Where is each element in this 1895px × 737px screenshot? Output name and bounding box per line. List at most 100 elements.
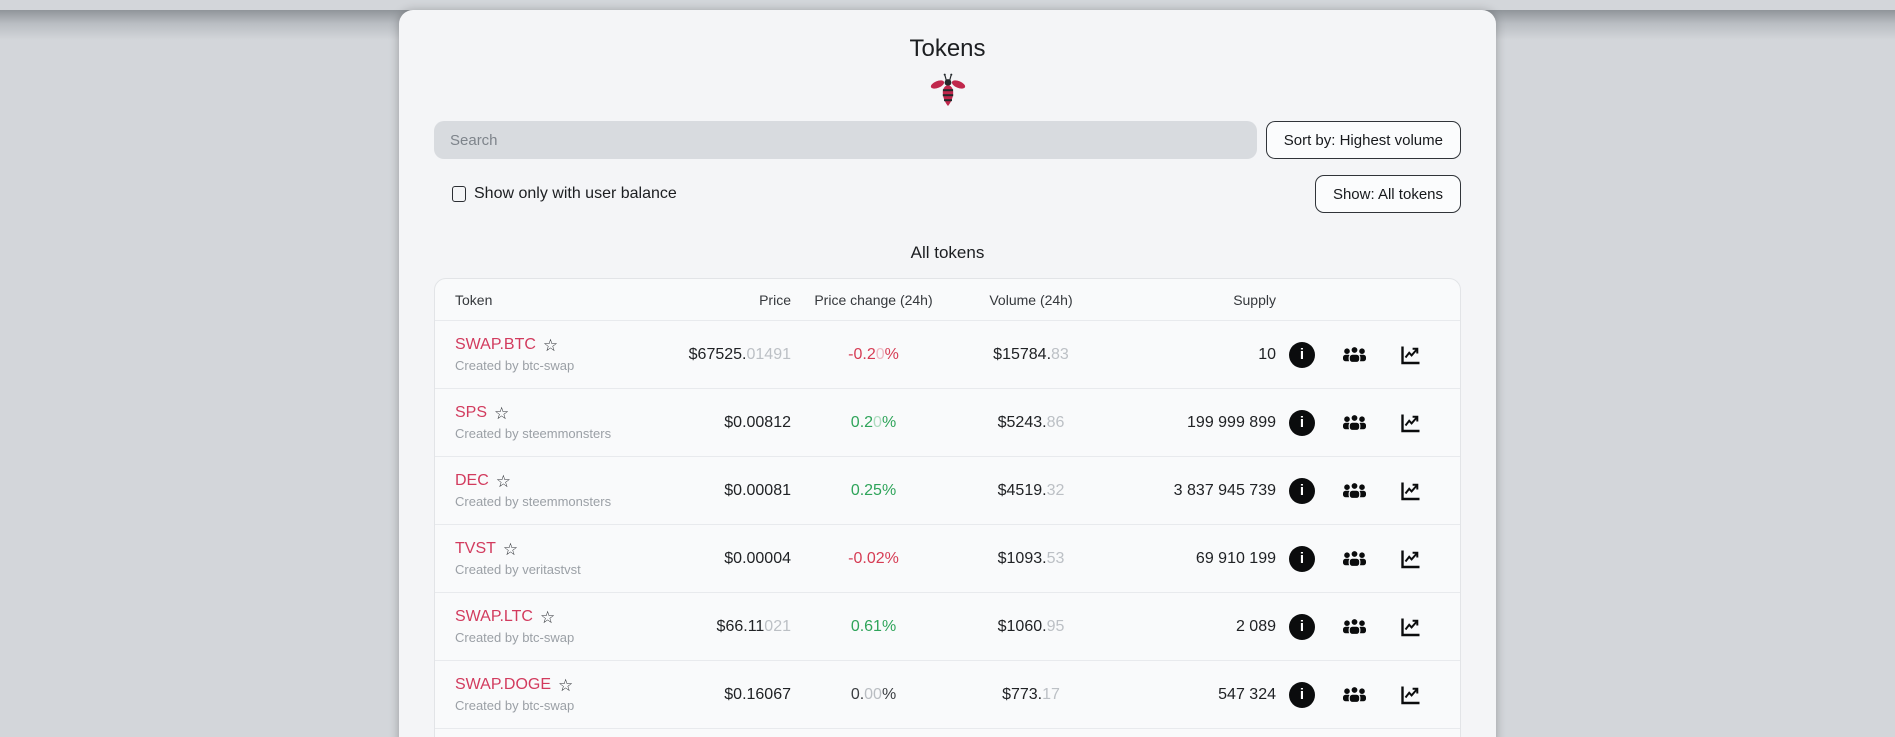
token-volume: $1093.53 [956,550,1106,568]
token-volume: $1060.95 [956,618,1106,636]
balance-filter[interactable]: Show only with user balance [452,185,677,203]
price-main: $67525. [688,345,747,363]
next-row-partial [435,728,1460,737]
token-table: Token Price Price change (24h) Volume (2… [434,278,1461,737]
holders-icon[interactable] [1328,344,1380,366]
chart-icon[interactable] [1380,343,1440,367]
token-supply: 69 910 199 [1195,549,1276,567]
token-price: $0.00004 [681,550,791,568]
header-token: Token [455,291,493,308]
token-price: $66.11021 [681,618,791,636]
change-main: -0.02 [848,549,885,567]
price-faded-digits: 021 [764,617,791,635]
token-creator: Created by veritastvst [455,562,581,577]
token-creator: Created by steemmonsters [455,494,612,509]
table-row: SWAP.BTC ☆ Created by btc-swap $67525.01… [435,320,1460,388]
token-volume: $773.17 [956,686,1106,704]
balance-checkbox[interactable] [452,186,466,202]
info-icon[interactable]: i [1289,545,1315,572]
balance-checkbox-label: Show only with user balance [474,185,677,202]
change-main: 0.25 [850,481,882,499]
holders-icon[interactable] [1328,684,1380,706]
volume-faded-digits: 17 [1042,685,1060,703]
holders-icon[interactable] [1328,412,1380,434]
change-suffix: % [881,481,897,499]
holders-icon[interactable] [1328,616,1380,638]
token-creator: Created by steemmonsters [455,426,612,441]
info-icon[interactable]: i [1289,341,1315,368]
table-row: TVST ☆ Created by veritastvst $0.00004 -… [435,524,1460,592]
header-price-change: Price change (24h) [814,291,933,308]
price-change: -0.20% [791,346,956,364]
header-volume: Volume (24h) [989,291,1073,308]
table-row: DEC ☆ Created by steemmonsters $0.00081 … [435,456,1460,524]
star-icon[interactable]: ☆ [558,675,574,695]
price-main: $66.11 [716,617,765,635]
volume-faded-digits: 32 [1046,481,1065,499]
search-input[interactable] [434,121,1257,159]
token-cell: SWAP.DOGE ☆ Created by btc-swap [455,676,681,713]
token-symbol[interactable]: SWAP.DOGE [455,676,552,693]
filter-row: Show only with user balance Show: All to… [434,175,1461,213]
volume-main: $15784. [993,345,1052,363]
volume-faded-digits: 95 [1046,617,1065,635]
volume-main: $5243. [997,413,1047,431]
star-icon[interactable]: ☆ [539,607,556,627]
sort-button[interactable]: Sort by: Highest volume [1265,121,1461,159]
star-icon[interactable]: ☆ [494,403,510,423]
header-supply: Supply [1233,291,1276,308]
change-faded-digits: 00 [864,685,882,703]
volume-main: $4519. [997,481,1047,499]
info-icon[interactable]: i [1289,613,1315,640]
star-icon[interactable]: ☆ [495,471,512,491]
chart-icon[interactable] [1380,615,1440,639]
tokens-card: Tokens Sort by: Highest volume Show only [399,10,1496,737]
chart-icon[interactable] [1380,479,1440,503]
table-row: SWAP.DOGE ☆ Created by btc-swap $0.16067… [435,660,1460,728]
info-icon[interactable]: i [1289,477,1315,504]
star-icon[interactable]: ☆ [542,335,559,355]
token-symbol[interactable]: TVST [455,540,496,557]
chart-icon[interactable] [1380,547,1440,571]
token-supply: 199 999 899 [1187,413,1276,431]
token-cell: DEC ☆ Created by steemmonsters [455,472,681,509]
token-supply: 547 324 [1218,685,1276,703]
price-main: $0.16067 [724,685,791,703]
info-icon[interactable]: i [1289,409,1315,436]
token-cell: TVST ☆ Created by veritastvst [455,540,681,577]
token-table-body: SWAP.BTC ☆ Created by btc-swap $67525.01… [435,320,1460,728]
volume-main: $1060. [997,617,1047,635]
info-icon[interactable]: i [1289,681,1315,708]
header-price: Price [759,291,791,308]
token-symbol[interactable]: SWAP.BTC [455,336,536,353]
change-suffix: % [881,617,897,635]
price-change: -0.02% [791,550,956,568]
price-faded-digits: 01491 [746,345,792,363]
token-creator: Created by btc-swap [455,698,575,713]
token-symbol[interactable]: DEC [455,472,489,489]
holders-icon[interactable] [1328,548,1380,570]
change-faded-digits: 0 [873,413,882,431]
price-main: $0.00812 [724,413,791,431]
holders-icon[interactable] [1328,480,1380,502]
token-creator: Created by btc-swap [455,358,575,373]
change-suffix: % [881,413,897,431]
change-main: -0.2 [848,345,876,363]
price-change: 0.61% [791,618,956,636]
volume-main: $773. [1002,685,1043,703]
token-symbol[interactable]: SWAP.LTC [455,608,533,625]
price-main: $0.00004 [724,549,791,567]
price-main: $0.00081 [724,481,791,499]
show-button[interactable]: Show: All tokens [1314,175,1461,213]
change-suffix: % [884,345,899,363]
change-faded-digits: 0 [875,345,885,363]
token-symbol[interactable]: SPS [455,404,488,421]
chart-icon[interactable] [1380,411,1440,435]
chart-icon[interactable] [1380,683,1440,707]
volume-faded-digits: 53 [1046,549,1065,567]
volume-faded-digits: 86 [1046,413,1065,431]
table-row: SWAP.LTC ☆ Created by btc-swap $66.11021… [435,592,1460,660]
token-price: $0.16067 [681,686,791,704]
star-icon[interactable]: ☆ [502,539,519,559]
change-main: 0.61 [850,617,882,635]
